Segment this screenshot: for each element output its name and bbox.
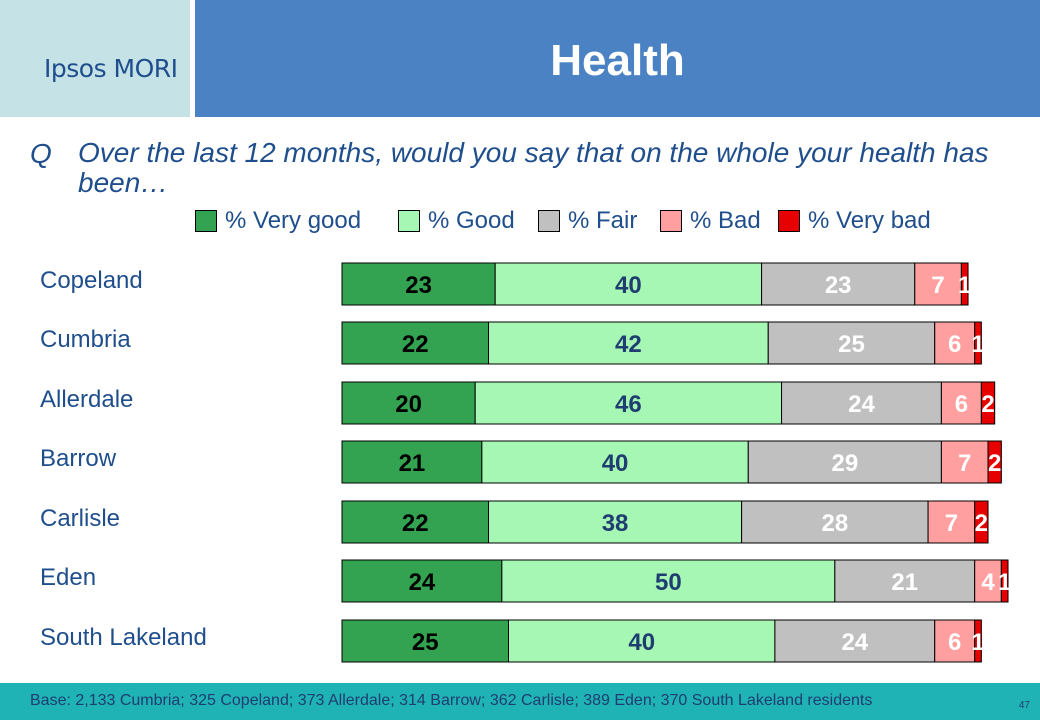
bar-value-label: 7	[958, 450, 971, 477]
bar-value-label: 4	[981, 569, 995, 596]
bar-value-label: 23	[405, 272, 432, 299]
legend-swatch	[778, 210, 800, 232]
bar-value-label: 1	[958, 272, 971, 299]
bar-value-label: 24	[848, 391, 875, 418]
category-label: Barrow	[40, 445, 117, 472]
bar-value-label: 25	[838, 331, 865, 358]
bar-segment	[481, 440, 749, 484]
bar-value-label: 24	[409, 569, 436, 596]
bar-value-label: 28	[821, 510, 848, 537]
bar-value-label: 1	[971, 629, 984, 656]
bar-segment	[974, 619, 982, 663]
bar-segment	[341, 321, 490, 365]
category-label: Eden	[40, 564, 97, 591]
legend-swatch	[538, 210, 560, 232]
bar-value-label: 24	[841, 629, 868, 656]
bar-value-label: 22	[402, 331, 429, 358]
bar-value-label: 23	[825, 272, 852, 299]
bar-segment	[1000, 559, 1009, 603]
bar-segment	[494, 262, 763, 306]
bar-segment	[767, 321, 936, 365]
bar-value-label: 21	[891, 569, 918, 596]
logo-panel: Ipsos MORI	[0, 0, 190, 117]
bar-value-label: 25	[412, 629, 439, 656]
bar-segment	[974, 321, 982, 365]
bar-value-label: 29	[831, 450, 858, 477]
bar-value-label: 6	[948, 331, 961, 358]
bar-segment	[834, 559, 976, 603]
bar-segment	[781, 381, 942, 425]
category-label: South Lakeland	[40, 624, 207, 651]
legend-label: % Good	[428, 207, 515, 234]
legend-swatch	[398, 210, 420, 232]
bar-value-label: 6	[955, 391, 968, 418]
bar-segment	[474, 381, 783, 425]
footer-band: Base: 2,133 Cumbria; 325 Copeland; 373 A…	[0, 683, 1040, 720]
bar-segment	[974, 559, 1002, 603]
bar-segment	[508, 619, 776, 663]
bar-value-label: 6	[948, 629, 961, 656]
bar-value-label: 40	[615, 272, 642, 299]
question-text: Over the last 12 months, would you say t…	[78, 137, 989, 198]
bar-value-label: 22	[402, 510, 429, 537]
bar-value-label: 2	[981, 391, 994, 418]
bar-segment	[488, 500, 743, 544]
bar-value-label: 1	[998, 569, 1011, 596]
bar-segment	[987, 440, 1002, 484]
bar-value-label: 21	[399, 450, 426, 477]
page-title: Health	[550, 36, 685, 85]
bar-segment	[341, 559, 503, 603]
stacked-bar-chart: 23 40 23 7 122 42 25 6 120 46 24 6 221 40 29 7 222 38 28 7 2…	[341, 262, 1011, 663]
category-label: Cumbria	[40, 326, 131, 353]
bar-segment	[341, 381, 476, 425]
bar-value-label: 7	[945, 510, 958, 537]
bar-segment	[747, 440, 942, 484]
base-note: Base: 2,133 Cumbria; 325 Copeland; 373 A…	[30, 692, 873, 709]
category-label: Carlisle	[40, 505, 121, 532]
bar-segment	[774, 619, 936, 663]
bar-segment	[940, 381, 982, 425]
legend-label: % Very bad	[808, 207, 931, 234]
category-label: Allerdale	[40, 386, 134, 413]
bar-value-label: 2	[988, 450, 1001, 477]
bar-value-label: 40	[628, 629, 655, 656]
bar-value-label: 42	[615, 331, 642, 358]
page-number: 47	[1018, 700, 1030, 711]
bar-segment	[940, 440, 989, 484]
bar-value-label: 7	[931, 272, 944, 299]
bar-segment	[974, 500, 989, 544]
bar-segment	[927, 500, 976, 544]
bar-segment	[488, 321, 769, 365]
legend-swatch	[195, 210, 217, 232]
question-label: Q	[30, 138, 52, 169]
legend-label: % Bad	[690, 207, 761, 234]
legend-label: % Very good	[225, 207, 362, 234]
bar-segment	[914, 262, 962, 306]
bar-segment	[934, 321, 976, 365]
ipsos-mori-logo: Ipsos MORI	[44, 54, 178, 83]
title-band: Health	[195, 0, 1040, 117]
bar-segment	[341, 619, 509, 663]
category-label: Copeland	[40, 267, 143, 294]
bar-value-label: 2	[975, 510, 988, 537]
bar-value-label: 1	[971, 331, 984, 358]
legend-swatch	[660, 210, 682, 232]
bar-value-label: 50	[655, 569, 682, 596]
legend-label: % Fair	[568, 207, 638, 234]
bar-segment	[341, 500, 490, 544]
bar-value-label: 40	[602, 450, 629, 477]
bar-segment	[761, 262, 916, 306]
bar-segment	[960, 262, 969, 306]
bar-segment	[341, 262, 496, 306]
bar-value-label: 46	[615, 391, 642, 418]
bar-value-label: 20	[395, 391, 422, 418]
bar-segment	[980, 381, 996, 425]
bar-value-label: 38	[602, 510, 629, 537]
